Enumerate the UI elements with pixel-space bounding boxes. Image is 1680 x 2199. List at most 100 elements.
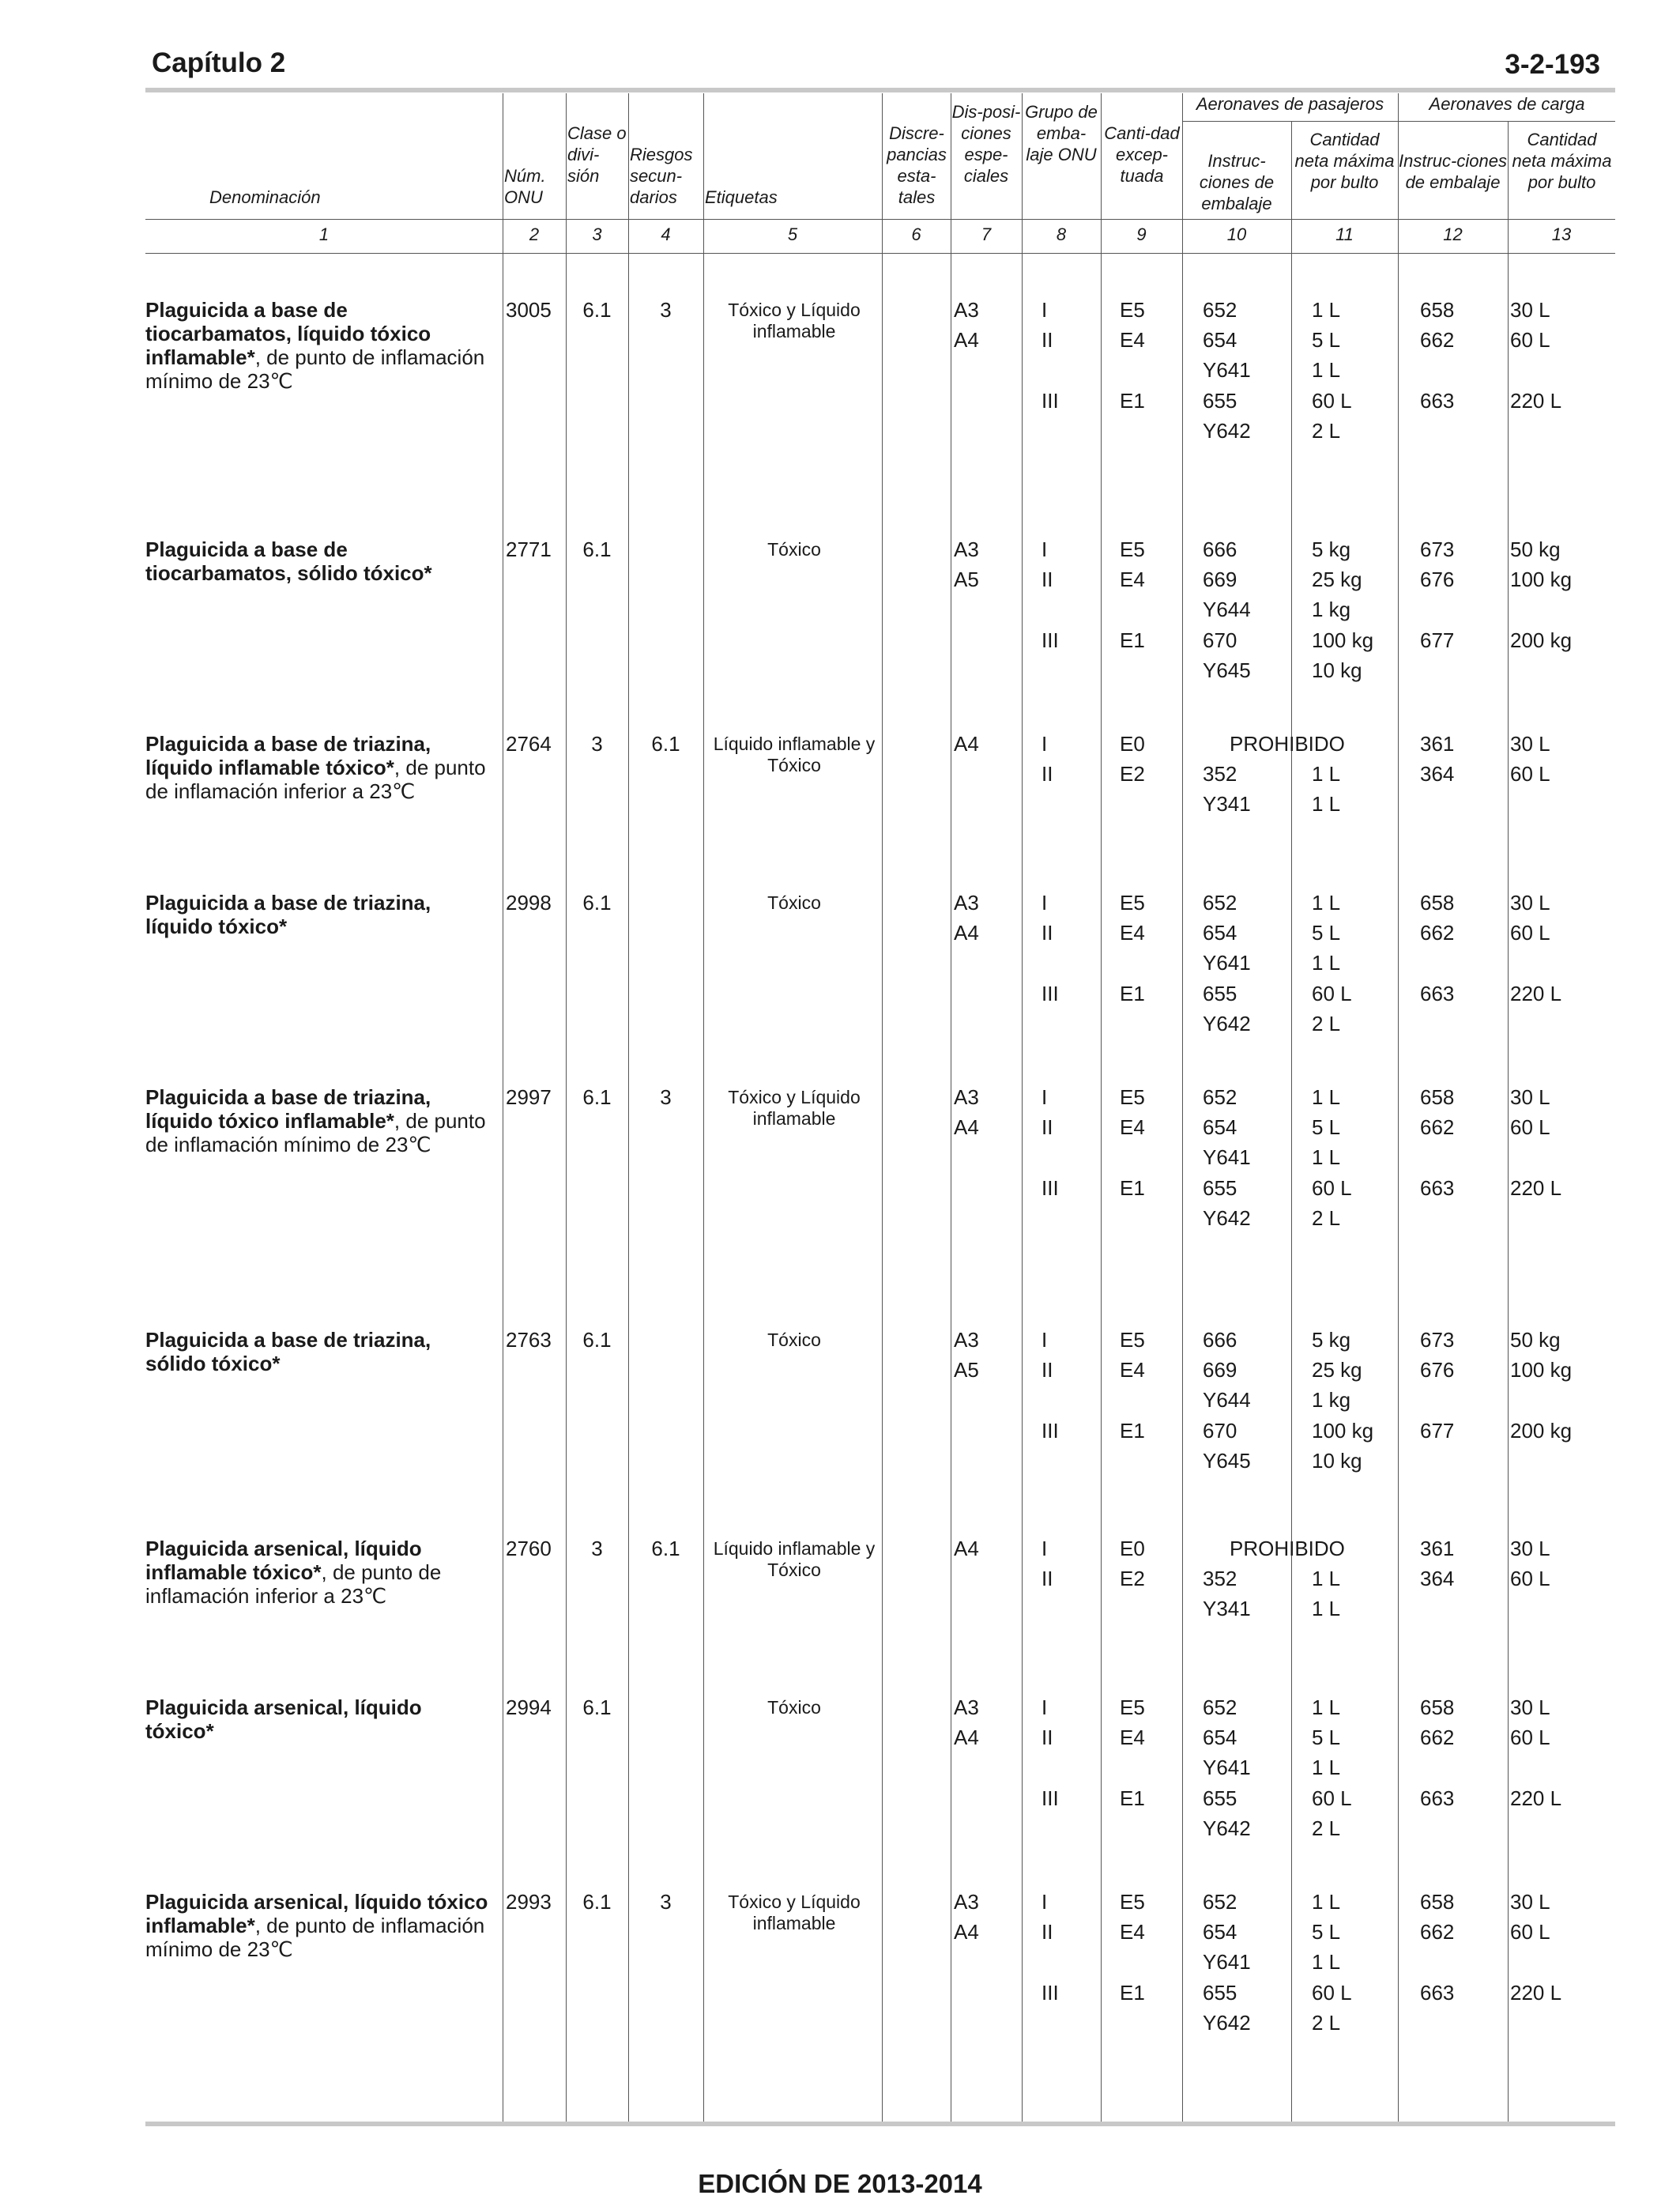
colnum-7: 7 bbox=[981, 224, 992, 244]
cell-eq: E1 bbox=[1120, 1419, 1145, 1443]
cell-pi_pax: Y642 bbox=[1203, 1816, 1251, 1840]
cell-pg: I bbox=[1042, 298, 1048, 322]
cell-eq: E1 bbox=[1120, 389, 1145, 413]
cell-q_pax: 1 L bbox=[1312, 1950, 1341, 1974]
cell-sp: A4 bbox=[954, 1920, 979, 1944]
cell-pg: III bbox=[1042, 1176, 1059, 1200]
cell-pg: III bbox=[1042, 1981, 1059, 2005]
cell-q_pax: 60 L bbox=[1312, 1176, 1352, 1200]
cell-q_pax: 1 kg bbox=[1312, 1388, 1351, 1412]
cell-q_pax: 1 L bbox=[1312, 1567, 1341, 1590]
table-row: Plaguicida a base de triazina, líquido i… bbox=[0, 732, 1680, 816]
cell-sub: 6.1 bbox=[651, 732, 680, 756]
colnum-10: 10 bbox=[1226, 224, 1247, 244]
cell-pi_pax: Y641 bbox=[1203, 951, 1251, 975]
header-cantidad-cao: Cantidad neta máxima por bulto bbox=[1512, 130, 1612, 192]
table-row: Plaguicida arsenical, líquido tóxico inf… bbox=[0, 1890, 1680, 2035]
header-cantidad-exceptuada: Canti-dad excep-tuada bbox=[1104, 123, 1180, 186]
cell-pg: II bbox=[1042, 921, 1053, 945]
cell-sub: 3 bbox=[660, 1085, 672, 1109]
cell-q_pax: 2 L bbox=[1312, 1206, 1341, 1230]
substance-name: Plaguicida a base de tiocarbamatos, sóli… bbox=[145, 537, 493, 585]
cell-eq: E4 bbox=[1120, 1920, 1145, 1944]
header-discrepancias: Discre-pancias esta-tales bbox=[887, 123, 947, 207]
cell-q_pax: 1 L bbox=[1312, 792, 1341, 816]
header-num-onu: Núm. ONU bbox=[504, 166, 546, 207]
substance-name-detail: , de punto de inflamación inferior a 23℃ bbox=[145, 756, 486, 803]
header-aeronaves-pasajeros: Aeronaves de pasajeros bbox=[1196, 94, 1384, 114]
cell-q_cao: 30 L bbox=[1510, 1537, 1550, 1560]
cell-pi_pax: 669 bbox=[1203, 1358, 1237, 1382]
cell-pi_cao: 658 bbox=[1420, 891, 1455, 915]
cell-sp: A4 bbox=[954, 328, 979, 352]
cell-eq: E1 bbox=[1120, 1176, 1145, 1200]
cell-cls: 3 bbox=[591, 732, 603, 756]
colnum-11: 11 bbox=[1335, 224, 1354, 244]
cell-pi_pax: 654 bbox=[1203, 1920, 1237, 1944]
cell-eq: E0 bbox=[1120, 732, 1145, 756]
cell-eq: E5 bbox=[1120, 1328, 1145, 1352]
colnum-4: 4 bbox=[661, 224, 671, 244]
cell-q_pax: 10 kg bbox=[1312, 1449, 1362, 1473]
colnum-2: 2 bbox=[529, 224, 540, 244]
cell-pi_cao: 663 bbox=[1420, 1981, 1455, 2005]
cell-pi_pax: 666 bbox=[1203, 537, 1237, 561]
cell-un: 2998 bbox=[506, 891, 552, 915]
cell-pi_pax: 670 bbox=[1203, 628, 1237, 652]
cell-pi_cao: 662 bbox=[1420, 328, 1455, 352]
cell-cls: 6.1 bbox=[582, 1328, 612, 1352]
cell-sp: A3 bbox=[954, 1328, 979, 1352]
cell-q_pax: 25 kg bbox=[1312, 568, 1362, 591]
edition-footer: EDICIÓN DE 2013-2014 bbox=[698, 2169, 982, 2198]
cell-pg: II bbox=[1042, 1115, 1053, 1139]
cell-q_cao: 60 L bbox=[1510, 1726, 1550, 1749]
substance-name: Plaguicida arsenical, líquido tóxico inf… bbox=[145, 1890, 493, 1961]
cell-pi_cao: 364 bbox=[1420, 1567, 1455, 1590]
cell-pi_pax: Y642 bbox=[1203, 1012, 1251, 1035]
header-grupo: Grupo de emba-laje ONU bbox=[1025, 102, 1098, 164]
cell-q_pax: 60 L bbox=[1312, 982, 1352, 1005]
cell-pg: III bbox=[1042, 389, 1059, 413]
substance-name-detail: , de punto de inflamación mínimo de 23℃ bbox=[145, 1914, 485, 1961]
header-clase: Clase o divi-sión bbox=[567, 123, 627, 186]
cell-pi_pax: Y641 bbox=[1203, 1145, 1251, 1169]
cell-q_pax: 100 kg bbox=[1312, 628, 1374, 652]
cell-q_cao: 200 kg bbox=[1510, 1419, 1573, 1443]
cell-pi_cao: 663 bbox=[1420, 982, 1455, 1005]
cell-sp: A5 bbox=[954, 568, 979, 591]
cell-pg: I bbox=[1042, 1890, 1048, 1914]
cell-pi_pax: 652 bbox=[1203, 1085, 1237, 1109]
cell-pi_pax: 654 bbox=[1203, 921, 1237, 945]
hazard-label: Tóxico y Líquido inflamable bbox=[728, 1087, 861, 1129]
header-etiquetas: Etiquetas bbox=[705, 187, 778, 207]
cell-sp: A4 bbox=[954, 921, 979, 945]
cell-sub: 3 bbox=[660, 1890, 672, 1914]
cell-pi_pax: Y642 bbox=[1203, 2011, 1251, 2035]
cell-q_cao: 30 L bbox=[1510, 891, 1550, 915]
cell-sp: A4 bbox=[954, 1726, 979, 1749]
cell-eq: E0 bbox=[1120, 1537, 1145, 1560]
hazard-label: Líquido inflamable y Tóxico bbox=[713, 734, 876, 775]
substance-name-detail: , de punto de inflamación inferior a 23℃ bbox=[145, 1560, 442, 1608]
cell-pi_pax: Y642 bbox=[1203, 419, 1251, 443]
cell-q_cao: 60 L bbox=[1510, 1567, 1550, 1590]
cell-q_cao: 100 kg bbox=[1510, 1358, 1573, 1382]
cell-pi_pax: 666 bbox=[1203, 1328, 1237, 1352]
cell-pg: I bbox=[1042, 732, 1048, 756]
cell-pi_pax: Y644 bbox=[1203, 598, 1251, 621]
cell-pi_pax: Y644 bbox=[1203, 1388, 1251, 1412]
cell-sp: A3 bbox=[954, 1695, 979, 1719]
cell-eq: E1 bbox=[1120, 628, 1145, 652]
cell-q_pax: 60 L bbox=[1312, 1981, 1352, 2005]
cell-q_cao: 30 L bbox=[1510, 298, 1550, 322]
cell-q_pax: 1 L bbox=[1312, 891, 1341, 915]
cell-q_pax: 1 L bbox=[1312, 1756, 1341, 1779]
substance-name-bold: Plaguicida a base de triazina, sólido tó… bbox=[145, 1328, 431, 1375]
colnum-9: 9 bbox=[1136, 224, 1147, 244]
cell-pi_pax: 654 bbox=[1203, 1115, 1237, 1139]
header-instrucciones-cao: Instruc-ciones de embalaje bbox=[1399, 151, 1507, 192]
cell-q_pax: 100 kg bbox=[1312, 1419, 1374, 1443]
cell-q_cao: 50 kg bbox=[1510, 1328, 1561, 1352]
cell-pi_pax: 655 bbox=[1203, 389, 1237, 413]
table-row: Plaguicida a base de triazina, líquido t… bbox=[0, 891, 1680, 1035]
